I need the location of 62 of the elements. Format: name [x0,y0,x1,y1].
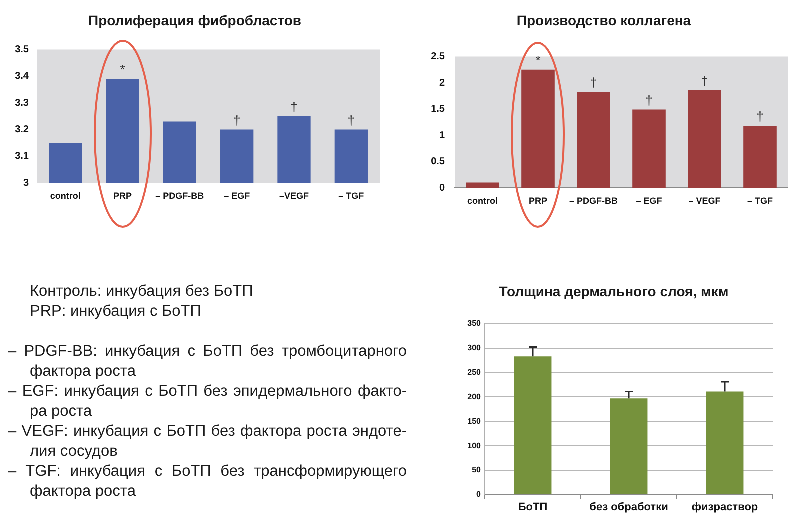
x-tick-label: БоТП [518,502,548,514]
y-tick-label: 2 [439,78,446,89]
y-tick-label: 1 [439,130,446,142]
text: – PDGF-BB: инкубация с БоТП без тромбоцитарного фактора роста [7,342,407,382]
y-tick-label: 50 [472,466,482,475]
annotation: † [290,99,298,114]
annotation: † [348,112,356,128]
x-tick-label: – EGF [636,196,663,206]
x-tick-label: – EGF [224,190,251,201]
y-tick-label: 0 [439,182,446,194]
annotation: † [233,112,241,128]
bar [688,90,722,188]
bar [514,356,552,494]
x-tick-label: – PDGF-BB [569,196,618,206]
y-tick-label: 350 [468,319,482,328]
y-tick-label: 150 [468,416,482,426]
chart-title: Пролиферация фибробластов [88,12,302,28]
text: PRP: инкубация с БоТП [29,302,202,322]
text: – TGF: инкубация с БоТП без трансформирующего фактора роста [7,462,407,502]
y-tick-label: 0 [476,490,482,500]
bar [610,398,648,494]
x-tick-label: без обработки [590,502,668,514]
y-tick-label: 1.5 [431,104,446,116]
x-tick-label: – TGF [747,196,774,206]
x-tick-label: PRP [528,196,548,206]
bar [577,92,610,188]
x-tick-label: – PDGF-BB [156,190,205,201]
x-tick-label: –VEGF [279,190,310,201]
annotation: † [590,75,598,90]
y-tick-label: 0.5 [431,156,446,168]
annotation: * [120,62,126,78]
y-tick-label: 2.5 [431,52,446,63]
x-tick-label: control [468,196,498,206]
x-tick-label: физраствор [692,502,758,514]
annotation: † [646,92,653,108]
x-tick-label: control [50,190,81,201]
bar [466,182,500,188]
chart-title: Толщина дермального слоя, мкм [499,283,729,300]
x-tick-label: – VEGF [688,196,722,206]
text: Контроль: инкубация без БоТП [29,282,254,302]
annotation: * [536,53,541,68]
x-tick-label: – TGF [338,190,365,201]
bar [522,70,555,188]
text: – EGF: инкубация с БоТП без эпидермального факто-ра роста [7,382,407,422]
y-tick-label: 3.3 [15,98,30,109]
y-tick-label: 200 [468,392,482,402]
text: – VEGF: инкубация с БоТП без фактора роста эндоте-лия сосудов [7,422,407,462]
y-tick-label: 250 [468,368,482,377]
bar [744,126,777,188]
y-tick-label: 3.5 [15,44,30,56]
y-tick-label: 3 [23,178,30,189]
y-tick-label: 3.4 [15,71,30,82]
y-tick-label: 100 [468,441,482,450]
y-tick-label: 300 [468,343,482,352]
annotation: † [756,109,764,124]
annotation: † [701,73,708,88]
y-tick-label: 3.2 [15,124,30,136]
x-tick-label: PRP [113,190,132,201]
bar [632,110,666,188]
chart-title: Производство коллагена [516,12,692,28]
y-tick-label: 3.1 [15,151,30,162]
bar [706,392,744,494]
